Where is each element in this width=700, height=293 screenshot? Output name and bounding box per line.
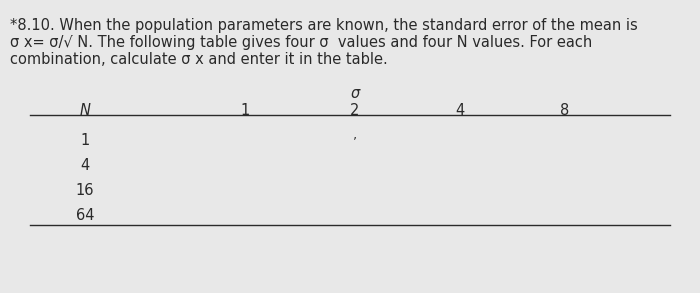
Text: combination, calculate σ x and enter it in the table.: combination, calculate σ x and enter it … [10, 52, 388, 67]
Text: *8.10. When the population parameters are known, the standard error of the mean : *8.10. When the population parameters ar… [10, 18, 638, 33]
Text: σ x= σ/√ N. The following table gives four σ  values and four N values. For each: σ x= σ/√ N. The following table gives fo… [10, 35, 592, 50]
Text: 64: 64 [76, 208, 94, 223]
Text: 4: 4 [456, 103, 465, 118]
Text: 8: 8 [561, 103, 570, 118]
Text: 1: 1 [240, 103, 250, 118]
Text: ’: ’ [353, 135, 357, 148]
Text: 4: 4 [80, 158, 90, 173]
Text: 16: 16 [76, 183, 94, 198]
Text: 1: 1 [80, 133, 90, 148]
Text: σ: σ [351, 86, 360, 101]
Text: N: N [80, 103, 90, 118]
Text: 2: 2 [350, 103, 360, 118]
